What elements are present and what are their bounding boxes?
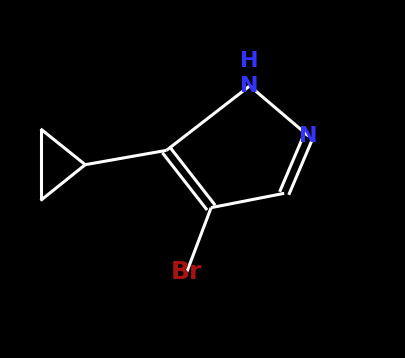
- Text: N: N: [298, 126, 317, 146]
- Text: Br: Br: [171, 260, 202, 284]
- Text: H: H: [240, 51, 258, 71]
- Text: N: N: [240, 76, 258, 96]
